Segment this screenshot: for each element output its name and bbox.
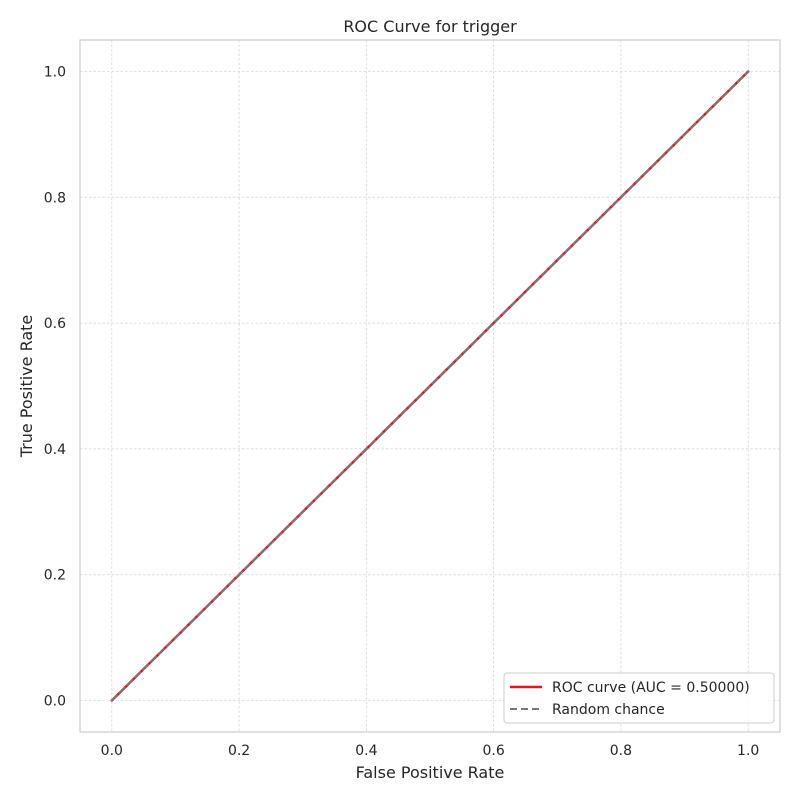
legend-label-random-chance: Random chance <box>552 702 665 718</box>
legend-label-roc-curve: ROC curve (AUC = 0.50000) <box>552 680 750 696</box>
chart-title: ROC Curve for trigger <box>343 17 517 36</box>
grid <box>80 40 780 732</box>
y-tick-label: 0.0 <box>44 694 66 710</box>
x-tick-label: 0.2 <box>228 743 250 759</box>
x-tick-label: 0.0 <box>101 743 123 759</box>
plot-frame <box>79 39 781 733</box>
x-tick-label: 0.6 <box>483 743 505 759</box>
y-tick-label: 0.2 <box>44 568 66 584</box>
legend-box <box>503 672 775 724</box>
legend: ROC curve (AUC = 0.50000) Random chance <box>503 672 775 724</box>
x-tick-label: 0.8 <box>610 743 632 759</box>
y-tick-label: 1.0 <box>44 64 66 80</box>
tick-labels: 0.0 0.2 0.4 0.6 0.8 1.0 0.0 0.2 0.4 0.6 0.8 1.0 <box>44 64 760 759</box>
y-tick-label: 0.4 <box>44 442 66 458</box>
series-layer <box>110 70 750 702</box>
x-tick-label: 1.0 <box>737 743 759 759</box>
y-axis-label: True Positive Rate <box>17 315 36 459</box>
y-tick-label: 0.8 <box>44 190 66 206</box>
x-tick-label: 0.4 <box>355 743 377 759</box>
random-chance-line <box>110 70 750 702</box>
y-tick-label: 0.6 <box>44 316 66 332</box>
x-axis-label: False Positive Rate <box>356 763 505 782</box>
